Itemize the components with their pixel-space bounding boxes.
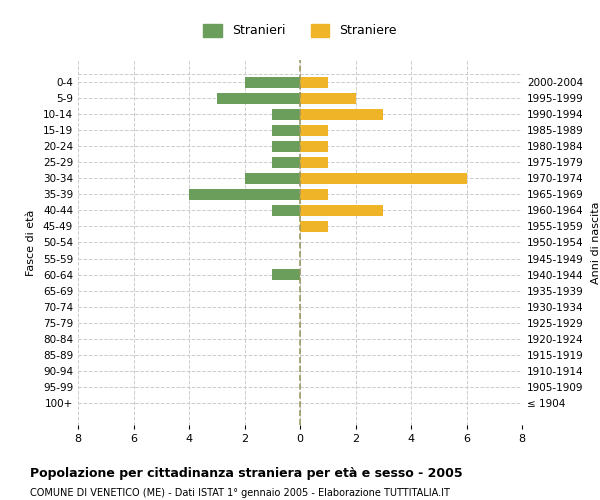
Bar <box>217 92 300 104</box>
Bar <box>300 92 355 104</box>
Bar <box>272 124 300 136</box>
Y-axis label: Fasce di età: Fasce di età <box>26 210 36 276</box>
Bar <box>300 205 383 216</box>
Bar <box>272 269 300 280</box>
Bar <box>272 108 300 120</box>
Bar <box>189 189 300 200</box>
Bar <box>245 76 300 88</box>
Bar <box>272 156 300 168</box>
Text: COMUNE DI VENETICO (ME) - Dati ISTAT 1° gennaio 2005 - Elaborazione TUTTITALIA.I: COMUNE DI VENETICO (ME) - Dati ISTAT 1° … <box>30 488 450 498</box>
Bar <box>272 140 300 152</box>
Bar <box>300 124 328 136</box>
Legend: Stranieri, Straniere: Stranieri, Straniere <box>198 19 402 42</box>
Y-axis label: Anni di nascita: Anni di nascita <box>590 201 600 284</box>
Bar <box>300 140 328 152</box>
Bar <box>300 173 467 184</box>
Text: Popolazione per cittadinanza straniera per età e sesso - 2005: Popolazione per cittadinanza straniera p… <box>30 468 463 480</box>
Bar <box>300 76 328 88</box>
Bar <box>300 108 383 120</box>
Bar <box>245 173 300 184</box>
Bar <box>300 189 328 200</box>
Bar <box>300 221 328 232</box>
Bar <box>300 156 328 168</box>
Bar <box>272 205 300 216</box>
